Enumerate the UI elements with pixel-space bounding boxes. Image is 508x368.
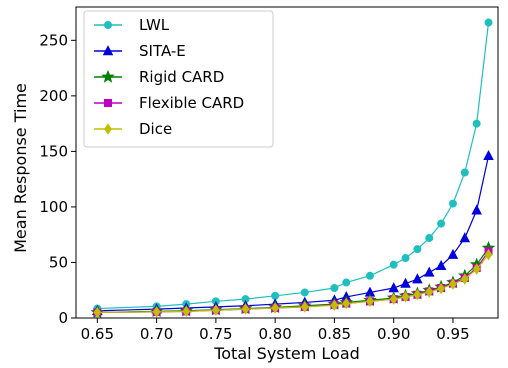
- y-axis: 0 50 100 150 200 250: [39, 31, 76, 327]
- data-point: [413, 288, 422, 301]
- data-point: [472, 263, 481, 275]
- data-point: [342, 297, 351, 310]
- legend-entry: LWL: [94, 16, 170, 34]
- y-tick-label: 150: [39, 142, 68, 160]
- data-point: [471, 204, 482, 215]
- x-axis-label: Total System Load: [213, 344, 360, 363]
- y-tick-label: 200: [39, 87, 68, 105]
- data-point: [389, 293, 398, 305]
- data-point: [423, 266, 435, 277]
- data-point: [483, 149, 494, 161]
- legend-marker: [104, 20, 113, 29]
- legend-marker: [104, 123, 112, 135]
- plot-frame: [75, 6, 499, 319]
- data-point: [448, 199, 457, 208]
- data-point: [300, 288, 309, 297]
- data-point: [472, 119, 481, 128]
- legend-label: SITA-E: [139, 42, 186, 60]
- legend-entry: SITA-E: [94, 42, 186, 60]
- x-tick-label: 0.70: [140, 325, 173, 343]
- data-point: [484, 248, 493, 261]
- legend-label: Flexible CARD: [139, 94, 244, 112]
- data-point: [400, 277, 411, 288]
- data-point: [271, 302, 280, 314]
- data-point: [152, 306, 161, 318]
- legend-entry: Rigid CARD: [94, 68, 224, 86]
- data-point: [425, 286, 434, 298]
- y-axis-label: Mean Response Time: [11, 83, 30, 253]
- legend-entry: Flexible CARD: [94, 94, 244, 112]
- legend-box: [83, 10, 274, 148]
- y-tick-label: 100: [39, 198, 68, 216]
- data-point: [365, 271, 374, 280]
- legend-label: Dice: [139, 120, 172, 138]
- x-tick-label: 0.90: [377, 325, 410, 343]
- data-point: [449, 278, 457, 290]
- data-point: [211, 304, 220, 316]
- data-point: [401, 291, 410, 303]
- legend: LWL SITA-E Rigid CARD Flexible CARD Dice: [83, 10, 274, 148]
- y-tick-label: 250: [39, 31, 68, 49]
- data-point: [241, 303, 250, 315]
- data-point: [93, 306, 102, 319]
- x-axis: 0.65 0.70 0.75 0.80 0.85 0.90 0.95: [81, 318, 470, 343]
- series-layer: [90, 18, 496, 319]
- data-point: [366, 295, 374, 308]
- x-tick-label: 0.65: [81, 325, 114, 343]
- data-point: [447, 248, 459, 259]
- data-point: [182, 305, 191, 318]
- data-point: [300, 301, 309, 313]
- series-dice: [93, 248, 493, 319]
- x-tick-label: 0.85: [318, 325, 351, 343]
- legend-entry: Dice: [94, 120, 172, 138]
- data-point: [460, 273, 469, 285]
- data-point: [330, 284, 339, 293]
- data-point: [412, 273, 423, 284]
- x-tick-label: 0.80: [258, 325, 291, 343]
- legend-marker: [101, 69, 115, 83]
- legend-label: LWL: [139, 16, 170, 34]
- y-tick-label: 50: [49, 253, 68, 271]
- data-point: [330, 299, 339, 311]
- data-point: [342, 278, 351, 287]
- data-point: [460, 168, 469, 177]
- data-point: [484, 18, 493, 27]
- data-point: [425, 234, 434, 243]
- plot-area-border: [75, 6, 499, 319]
- y-tick-label: 0: [58, 309, 68, 327]
- x-tick-label: 0.95: [436, 325, 469, 343]
- data-point: [437, 219, 446, 228]
- legend-label: Rigid CARD: [139, 68, 224, 86]
- x-tick-label: 0.75: [199, 325, 232, 343]
- data-point: [459, 232, 471, 243]
- data-point: [435, 259, 447, 270]
- legend-marker: [102, 45, 114, 56]
- data-point: [437, 282, 445, 295]
- series-lwl: [93, 18, 493, 313]
- data-point: [413, 245, 422, 254]
- data-point: [401, 254, 410, 263]
- legend-marker: [104, 99, 113, 108]
- data-point: [389, 260, 398, 269]
